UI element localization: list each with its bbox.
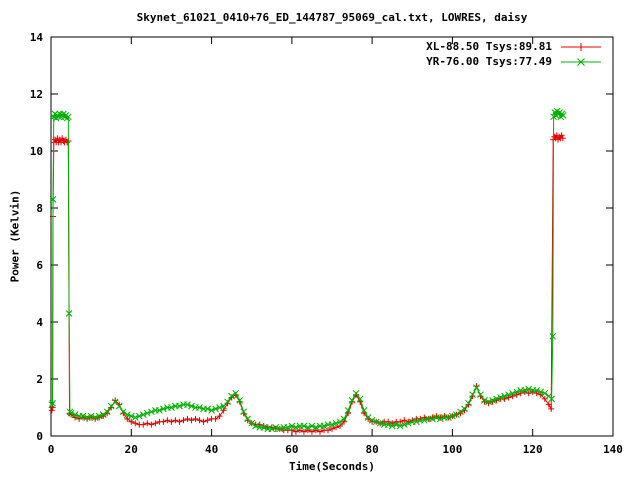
legend-sample-xl-plus-icon: [561, 42, 601, 51]
svg-text:40: 40: [205, 443, 218, 456]
legend-entry-yr: YR-76.00 Tsys:77.49: [426, 55, 603, 68]
svg-text:80: 80: [365, 443, 378, 456]
svg-text:0: 0: [36, 430, 43, 443]
svg-text:20: 20: [125, 443, 138, 456]
legend-label-yr: YR-76.00 Tsys:77.49: [426, 55, 552, 68]
svg-text:0: 0: [48, 443, 55, 456]
svg-text:100: 100: [442, 443, 462, 456]
svg-text:140: 140: [603, 443, 623, 456]
svg-text:6: 6: [36, 259, 43, 272]
legend-entry-xl: XL-88.50 Tsys:89.81: [426, 40, 603, 53]
svg-text:60: 60: [285, 443, 298, 456]
legend: XL-88.50 Tsys:89.81 YR-76.00 Tsys:77.49: [426, 40, 603, 68]
x-axis-label: Time(Seconds): [288, 460, 376, 473]
svg-text:12: 12: [30, 88, 43, 101]
svg-text:10: 10: [30, 145, 43, 158]
legend-label-xl: XL-88.50 Tsys:89.81: [426, 40, 552, 53]
svg-text:8: 8: [36, 202, 43, 215]
svg-text:2: 2: [36, 373, 43, 386]
svg-text:120: 120: [523, 443, 543, 456]
legend-sample-yr-cross-icon: [561, 57, 601, 66]
svg-text:14: 14: [30, 31, 44, 44]
chart-title: Skynet_61021_0410+76_ED_144787_95069_cal…: [136, 11, 528, 24]
svg-text:4: 4: [36, 316, 43, 329]
